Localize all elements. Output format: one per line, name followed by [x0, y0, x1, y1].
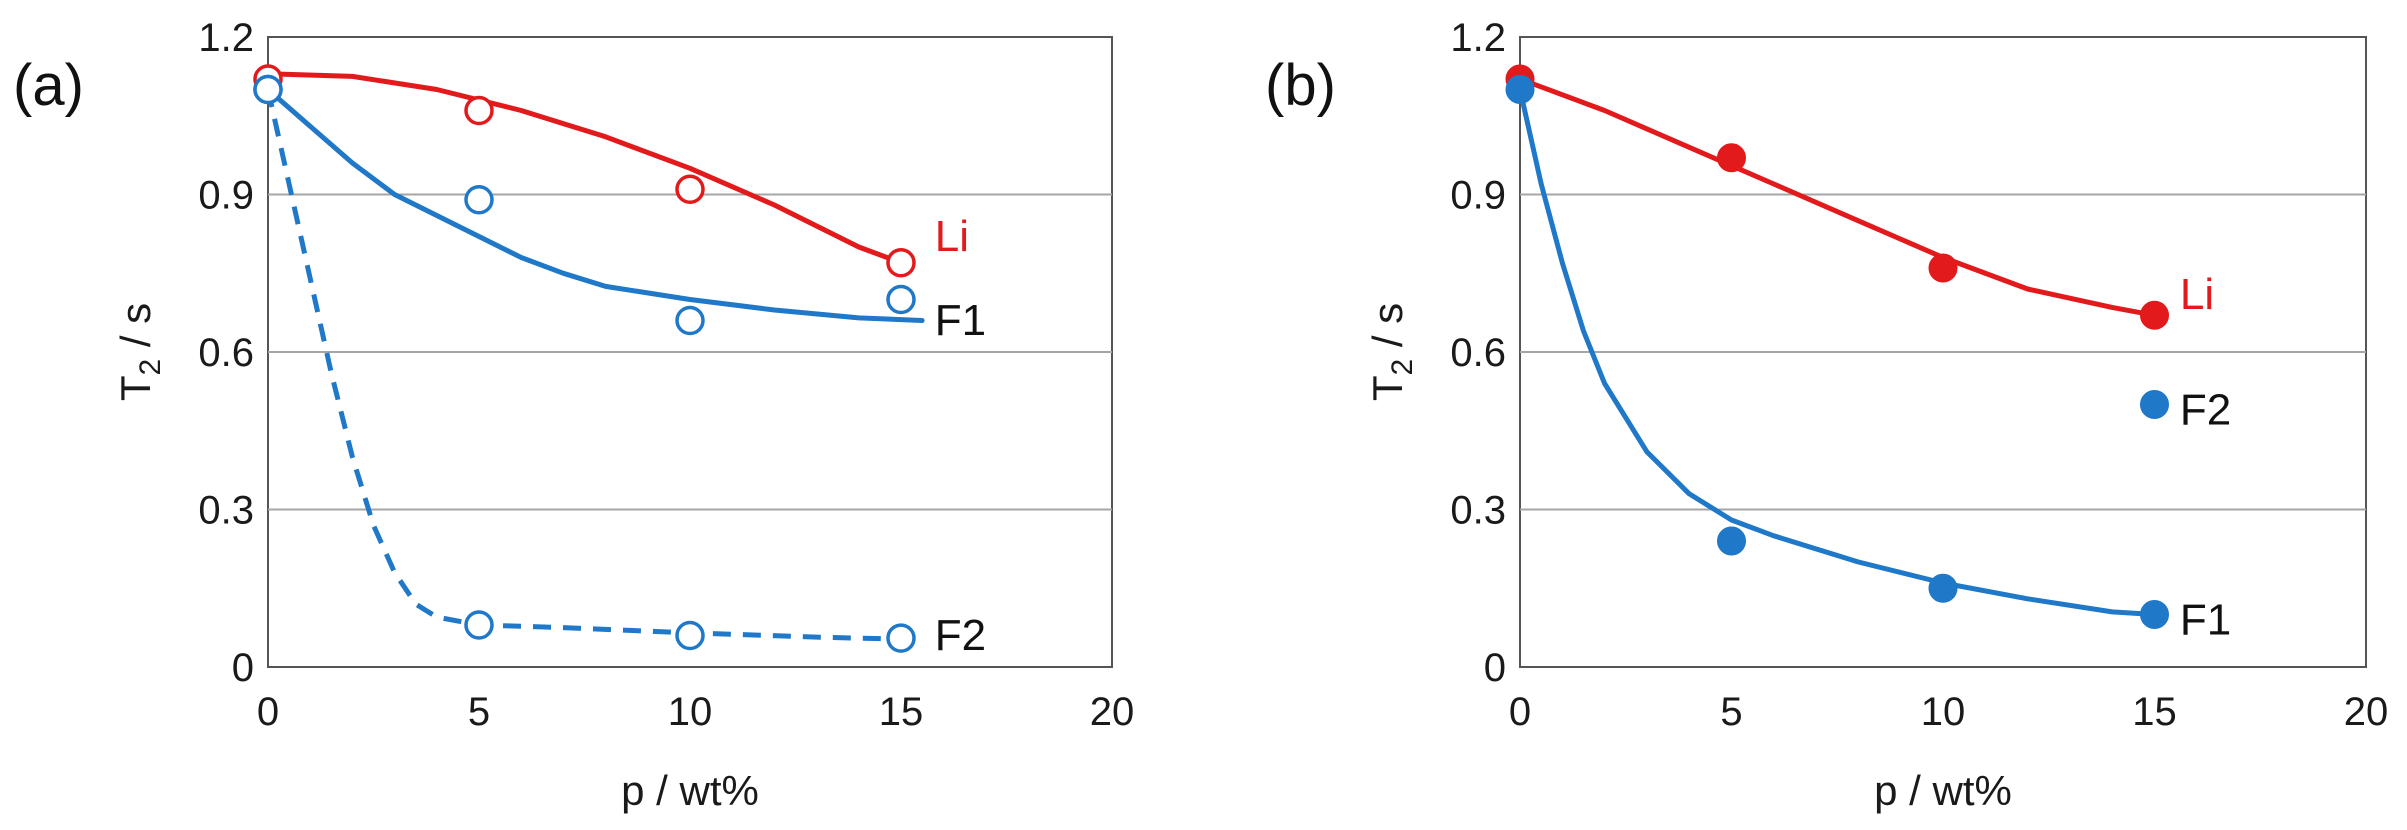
- data-point-li: [2140, 300, 2169, 330]
- data-point-f1: [1928, 573, 1958, 603]
- y-axis-label: T2 / s: [112, 303, 167, 401]
- data-point-li: [1717, 143, 1746, 173]
- y-tick-label: 0.9: [1450, 174, 1506, 218]
- series-label-f2: F2: [935, 611, 986, 660]
- chart-panel-a: 0 0.3 0.6 0.9 1.2 0 5 10 15 20 p / wt% T2 / s (a) Li F…: [13, 16, 1134, 814]
- data-point-f1: [1717, 526, 1746, 556]
- y-tick-label: 0.6: [1450, 331, 1506, 375]
- x-tick-label: 10: [668, 690, 713, 734]
- data-point-f1: [1505, 75, 1535, 104]
- data-point-li: [886, 248, 916, 278]
- data-point-li: [1928, 253, 1958, 283]
- data-point-f1: [464, 185, 494, 215]
- data-point-f1: [675, 305, 705, 336]
- x-tick-label: 0: [257, 690, 279, 734]
- y-tick-label: 0.3: [198, 489, 254, 533]
- chart-panel-b: 0 0.3 0.6 0.9 1.2 0 5 10 15 20 p / wt% T2 / s (b) Li F…: [1265, 16, 2388, 814]
- x-tick-label: 15: [879, 690, 924, 734]
- data-point-f1: [2140, 600, 2169, 629]
- data-point-f2: [253, 74, 283, 105]
- x-tick-label: 0: [1509, 690, 1531, 734]
- x-tick-label: 5: [1720, 690, 1742, 734]
- x-tick-label: 15: [2132, 690, 2177, 734]
- series-label-f2: F2: [2180, 385, 2231, 434]
- x-axis-label: p / wt%: [1874, 767, 2012, 814]
- data-point-f2: [886, 623, 916, 653]
- fit-line-li: [1517, 76, 2157, 318]
- y-axis-label: T2 / s: [1364, 303, 1419, 401]
- series-label-li: Li: [935, 212, 969, 261]
- y-tick-label: 0.3: [1450, 489, 1506, 533]
- y-tick-label: 0.6: [198, 331, 254, 375]
- y-tick-label: 1.2: [198, 16, 254, 60]
- data-point-f2: [2140, 390, 2169, 419]
- y-tick-label: 0: [1484, 646, 1506, 690]
- x-tick-label: 20: [2344, 690, 2389, 734]
- y-tick-label: 0: [232, 646, 254, 690]
- series-label-f1: F1: [935, 296, 986, 345]
- y-tick-label: 1.2: [1450, 16, 1506, 60]
- data-point-f1: [886, 284, 916, 315]
- fit-line-li: [265, 71, 904, 266]
- data-point-li: [675, 174, 705, 204]
- y-tick-label: 0.9: [198, 174, 254, 218]
- fit-line-f1: [265, 87, 925, 323]
- fit-line-f1: [1517, 87, 2157, 617]
- x-tick-label: 10: [1921, 690, 1966, 734]
- fit-line-f2: [265, 88, 923, 643]
- data-point-f2: [464, 610, 494, 640]
- series-label-f1: F1: [2180, 595, 2231, 644]
- data-point-li: [464, 95, 494, 126]
- x-tick-label: 20: [1090, 690, 1135, 734]
- x-axis-label: p / wt%: [621, 767, 759, 814]
- panel-label: (b): [1265, 53, 1336, 118]
- series-label-li: Li: [2180, 270, 2214, 319]
- panel-label: (a): [13, 53, 84, 118]
- data-point-f2: [675, 620, 705, 651]
- x-tick-label: 5: [468, 690, 490, 734]
